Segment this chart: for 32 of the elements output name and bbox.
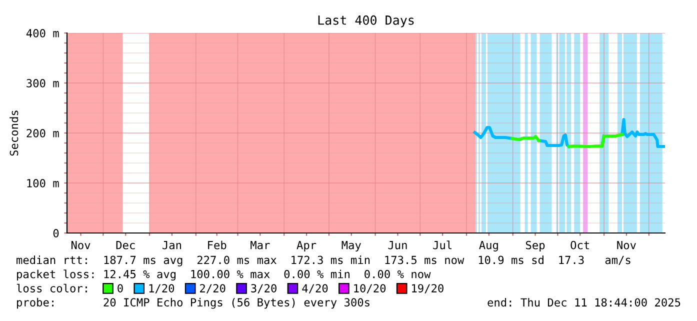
x-tick-label: Jun <box>388 241 407 250</box>
text: end: Thu Dec 11 18:44:00 2025 <box>488 298 680 307</box>
x-tick-label: Nov <box>72 241 90 250</box>
x-tick-label: Jan <box>162 241 182 250</box>
legend-title: loss color: <box>16 284 87 292</box>
legend-label: 1/20 <box>149 284 174 294</box>
x-tick-label: Aug <box>479 240 498 252</box>
legend-label: 2/20 <box>200 284 226 294</box>
legend-label: 19/20 <box>412 284 444 294</box>
y-tick-label: 200 m <box>26 129 59 138</box>
x-tick-label: Sep <box>526 240 545 252</box>
legend-label: 3/20 <box>251 284 276 294</box>
x-tick-label: Jul <box>433 240 452 250</box>
legend-label: 0 <box>118 284 123 292</box>
text: probe: 20 ICMP Echo Pings (56 Bytes) every 300s <box>17 298 370 309</box>
chart-title: Last 400 Days <box>318 15 414 28</box>
x-tick-label: Nov <box>617 241 636 250</box>
y-tick-label: 100 m <box>27 179 59 188</box>
y-tick-label: 0 <box>53 229 59 238</box>
y-tick-label: 300 m <box>26 79 59 88</box>
text: median rtt: 187.7 ms avg 227.0 ms max 172.3 ms min 173.5 ms now 10.9 ms sd 17.3 am/s <box>16 256 630 266</box>
x-tick-label: Oct <box>570 240 590 250</box>
x-tick-label: May <box>342 241 361 252</box>
x-tick-label: Apr <box>296 241 316 252</box>
text: packet loss: 12.45 % avg 100.00 % max 0.00 % min 0.00 % now <box>17 270 431 281</box>
legend-label: 10/20 <box>354 284 386 294</box>
y-tick-label: 400 m <box>26 29 59 38</box>
legend-label: 4/20 <box>302 284 328 294</box>
x-tick-label: Mar <box>250 241 270 250</box>
x-tick-label: Feb <box>208 240 226 250</box>
y-axis-title: Seconds <box>10 110 18 156</box>
x-tick-label: Dec <box>116 241 135 250</box>
